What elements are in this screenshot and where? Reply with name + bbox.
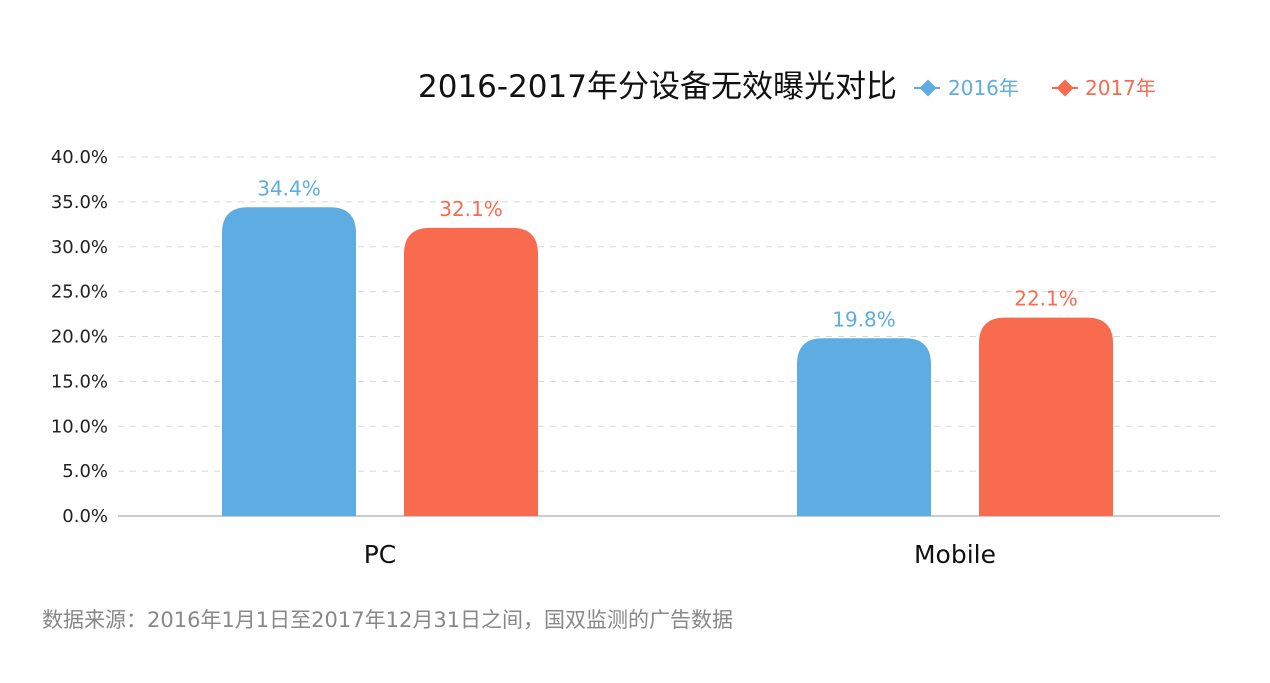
bars	[222, 207, 1113, 516]
value-labels: 34.4% 32.1% 19.8% 22.1%	[257, 176, 1078, 331]
bar	[222, 207, 356, 516]
category-label: PC	[364, 540, 397, 569]
bar	[979, 317, 1113, 516]
y-tick-label: 5.0%	[62, 461, 108, 482]
legend-label-2017: 2017年	[1085, 76, 1156, 100]
legend-diamond-icon-2016	[919, 79, 937, 97]
y-axis-ticks: 0.0% 5.0% 10.0% 15.0% 20.0% 25.0% 30.0% 35.0% 40…	[51, 147, 108, 527]
bar	[797, 338, 931, 516]
y-tick-label: 30.0%	[51, 237, 108, 258]
category-labels: PC Mobile	[364, 540, 996, 569]
category-label: Mobile	[914, 540, 996, 569]
legend-diamond-icon-2017	[1056, 79, 1074, 97]
data-label: 34.4%	[257, 176, 321, 200]
y-tick-label: 25.0%	[51, 282, 108, 303]
y-tick-label: 10.0%	[51, 416, 108, 437]
data-label: 22.1%	[1014, 287, 1078, 311]
y-tick-label: 40.0%	[51, 147, 108, 168]
bar	[404, 227, 538, 516]
data-label: 19.8%	[832, 307, 896, 331]
legend-item-2016: 2016年	[914, 76, 1019, 100]
data-label: 32.1%	[439, 197, 503, 221]
chart-title: 2016-2017年分设备无效曝光对比	[418, 69, 897, 105]
source-note: 数据来源：2016年1月1日至2017年12月31日之间，国双监测的广告数据	[42, 608, 733, 632]
y-tick-label: 35.0%	[51, 192, 108, 213]
legend: 2016年 2017年	[914, 76, 1156, 100]
legend-label-2016: 2016年	[948, 76, 1019, 100]
y-tick-label: 0.0%	[62, 506, 108, 527]
y-tick-label: 15.0%	[51, 371, 108, 392]
y-tick-label: 20.0%	[51, 327, 108, 348]
legend-item-2017: 2017年	[1052, 76, 1156, 100]
